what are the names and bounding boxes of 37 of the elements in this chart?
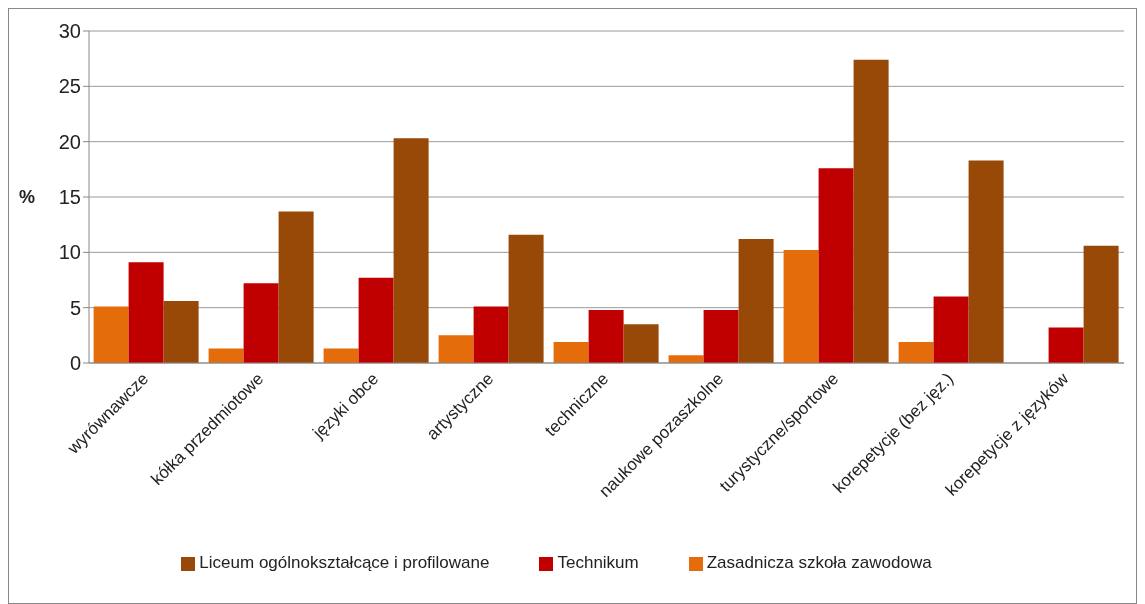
bar [93, 306, 129, 363]
bar [783, 250, 819, 363]
y-tick-label: 30 [58, 20, 81, 43]
y-tick-label: 5 [69, 296, 81, 319]
bar [128, 262, 164, 363]
legend-label: Zasadnicza szkoła zawodowa [706, 553, 932, 572]
bar [1048, 327, 1084, 363]
bar [898, 341, 934, 363]
bar [968, 160, 1004, 363]
bar [163, 301, 199, 363]
bar [623, 324, 659, 363]
bar [438, 335, 474, 363]
bar [1083, 245, 1119, 363]
bar [508, 234, 544, 363]
bar [393, 138, 429, 363]
bar [738, 239, 774, 363]
bar [473, 306, 509, 363]
legend-label: Technikum [557, 553, 639, 572]
y-tick-label: 0 [69, 352, 81, 375]
bar [243, 283, 279, 363]
bar [278, 211, 314, 363]
bar [553, 341, 589, 363]
bar [588, 309, 624, 363]
y-axis-title: % [19, 187, 36, 208]
bar [358, 277, 394, 363]
bar [668, 355, 704, 363]
y-tick-label: 20 [58, 130, 81, 153]
bar [933, 296, 969, 363]
bar [818, 168, 854, 363]
y-tick-label: 25 [58, 75, 81, 98]
y-tick-label: 10 [58, 241, 81, 264]
bar [208, 348, 244, 363]
y-tick-label: 15 [58, 186, 81, 209]
bar [853, 59, 889, 363]
bar [703, 309, 739, 363]
bar [323, 348, 359, 363]
legend-label: Liceum ogólnokształcące i profilowane [199, 553, 490, 572]
